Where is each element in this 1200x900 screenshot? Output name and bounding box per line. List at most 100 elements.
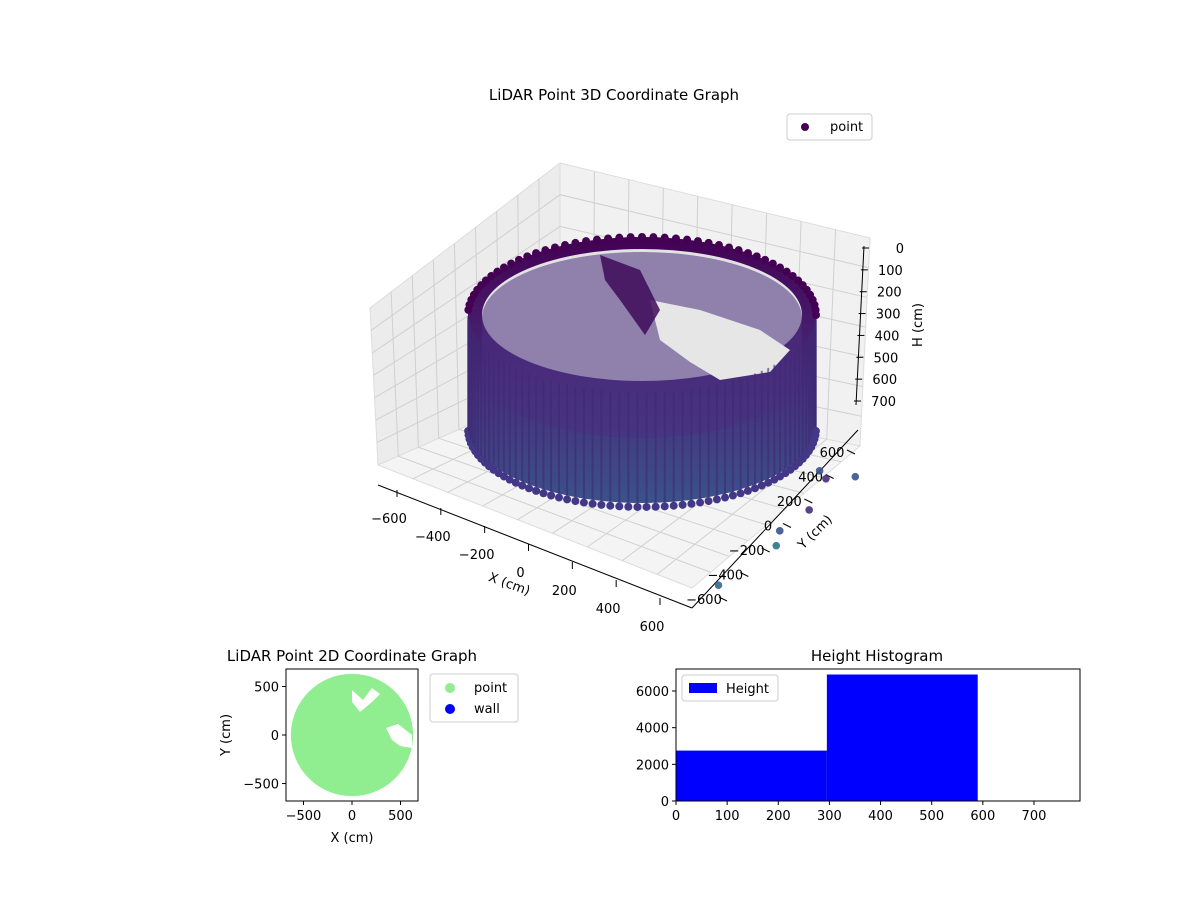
ring-base-point	[669, 501, 678, 510]
ring-base-point	[811, 427, 820, 436]
x-axis-label-3d: X (cm)	[486, 570, 532, 599]
ring-top-point	[776, 263, 785, 272]
y-tick-label-histogram: 4000	[636, 722, 669, 737]
ring-base-point	[678, 500, 687, 509]
z-tick-label-3d: 300	[876, 308, 901, 323]
outlier-point	[772, 541, 781, 550]
legend-2d-label-point: point	[474, 681, 507, 696]
ring-base-point	[606, 501, 615, 510]
ring-base-point	[518, 481, 527, 490]
chart-3d-title: LiDAR Point 3D Coordinate Graph	[489, 86, 739, 104]
histogram-bars	[676, 674, 978, 801]
point-cloud	[464, 233, 860, 589]
ring-base-point	[547, 491, 556, 500]
x-tick-label-3d: 200	[552, 584, 577, 599]
y-tick-label-histogram: 2000	[636, 758, 669, 773]
ring-top-point	[794, 276, 803, 285]
grid-line-3d	[370, 194, 869, 331]
ring-base-point	[721, 493, 730, 502]
y-axis-label-3d: Y (cm)	[795, 512, 836, 553]
y-tick-label-3d: 600	[820, 446, 845, 461]
ring-base-point	[660, 502, 669, 511]
z-tick-label-3d: 700	[871, 395, 896, 410]
ring-inner-wall	[482, 252, 802, 438]
y-tick-label-3d: −600	[686, 593, 722, 608]
y-tick-mark-3d	[761, 547, 770, 553]
ring-top-point	[582, 237, 591, 246]
legend-2d: point wall	[429, 673, 519, 723]
ring-base-point	[687, 499, 696, 508]
y-tick-label-3d: 200	[777, 495, 802, 510]
ring-base-point	[633, 502, 642, 511]
x-ticks-2d: −500 0 500	[286, 801, 413, 824]
interior-cluster	[600, 255, 660, 335]
x-tick-label-3d: 400	[596, 602, 621, 617]
x-tick-label-3d: −200	[459, 548, 495, 563]
z-tick-label-3d: 100	[878, 264, 903, 279]
y-tick-label-3d: 400	[798, 471, 823, 486]
grid-line-3d	[411, 275, 419, 448]
z-ticks-3d: 0 100 200 300 400 500 600 700	[854, 242, 904, 410]
chart-2d-title: LiDAR Point 2D Coordinate Graph	[227, 647, 477, 665]
ring-base-point	[743, 486, 752, 495]
ring-columns	[464, 233, 820, 511]
x-tick-label-2d: 500	[388, 809, 413, 824]
ring-base-point	[712, 495, 721, 504]
y-tick-label-histogram: 0	[661, 795, 669, 810]
ring-top-point	[571, 238, 580, 247]
legend-3d-box	[786, 113, 873, 141]
ring-top-point	[752, 252, 761, 261]
ring-top-point	[626, 233, 635, 242]
grid-line-3d	[453, 243, 460, 430]
ring-base-point	[728, 491, 737, 500]
ring-base-point	[554, 493, 563, 502]
ring-top-point	[615, 233, 624, 242]
histogram-title: Height Histogram	[811, 647, 943, 665]
y-tick-label-histogram: 6000	[636, 685, 669, 700]
ring-top-point	[604, 234, 613, 243]
ring-top-point	[714, 241, 723, 250]
ring-base-point	[615, 502, 624, 511]
x-tick-label-histogram: 600	[970, 809, 995, 824]
ring-gap	[650, 300, 790, 380]
ring-top-point	[487, 272, 496, 280]
z-axis-line	[855, 245, 865, 406]
point-disc	[290, 673, 414, 797]
ring-top-point	[592, 235, 601, 244]
ring-top-point	[532, 249, 541, 258]
ring-top-point	[693, 237, 702, 246]
y-tick-mark-3d	[846, 449, 856, 455]
outlier-point	[775, 527, 784, 535]
legend-histogram: Height	[681, 674, 779, 702]
plot-area-2d	[290, 670, 418, 797]
outlier-points	[714, 467, 860, 589]
ring-base-point	[505, 475, 514, 484]
y-ticks-3d: −600 −400 −200 0 200 400 600	[686, 446, 856, 608]
x-axis-label-2d: X (cm)	[331, 831, 374, 846]
ring-top-point	[788, 272, 797, 280]
ring-base-point	[563, 495, 572, 504]
ring-top-point	[660, 233, 669, 242]
x-tick-label-3d: 600	[640, 620, 665, 635]
ring-top-point	[638, 233, 646, 241]
ring-base-point	[579, 498, 588, 507]
z-axis-label-3d: H (cm)	[911, 303, 926, 347]
y-tick-mark-3d	[718, 596, 728, 602]
legend-2d-label-wall: wall	[474, 702, 500, 717]
y-axis-line	[691, 429, 859, 609]
y-ticks-histogram: 0 2000 4000 6000	[636, 685, 676, 810]
ring-base-point	[524, 484, 533, 493]
ring-top-point	[561, 241, 570, 250]
ring-base-point	[751, 484, 760, 493]
chart-2d: LiDAR Point 2D Coordinate Graph −500 0 500…	[219, 647, 519, 846]
y-tick-label-3d: −400	[707, 569, 743, 584]
ring-base-point	[539, 489, 548, 498]
ring-base-point	[571, 497, 580, 506]
ring-top-point	[782, 267, 791, 276]
histogram-bar	[826, 674, 978, 801]
outlier-point	[822, 474, 830, 483]
ring-top-point	[649, 233, 658, 242]
x-tick-label-3d: 0	[516, 566, 524, 581]
x-ticks-histogram: 0 100 200 300 400 500 600 700	[672, 801, 1046, 824]
y-tick-mark-3d	[740, 572, 749, 577]
